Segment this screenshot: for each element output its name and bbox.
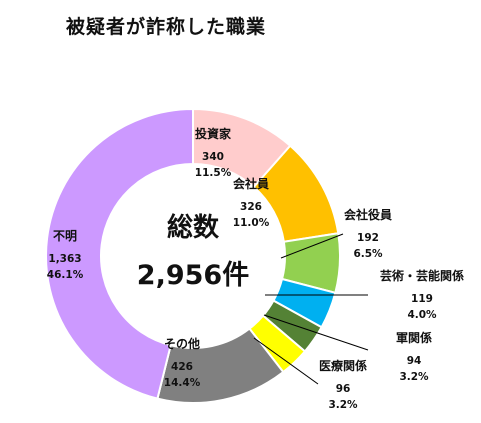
slice-value-5: 96 xyxy=(336,383,351,395)
slice-percent-0: 11.5% xyxy=(195,167,232,179)
chart-title: 被疑者が詐称した職業 xyxy=(66,16,267,38)
slice-value-7: 1,363 xyxy=(48,253,81,265)
leader-line-5 xyxy=(253,337,319,385)
leader-line-2 xyxy=(280,233,344,259)
leader-line-4 xyxy=(263,314,369,351)
donut-slices xyxy=(45,107,341,404)
slice-percent-2: 6.5% xyxy=(353,248,383,260)
center-total: 2,956件 xyxy=(137,260,249,291)
slice-label-7: 不明 xyxy=(53,229,77,243)
center-title: 総数 xyxy=(167,212,220,243)
slice-percent-1: 11.0% xyxy=(233,217,270,229)
slice-percent-7: 46.1% xyxy=(47,269,84,281)
slice-label-3: 芸術・芸能関係 xyxy=(380,268,464,283)
center-label: 総数 2,956件 xyxy=(137,212,249,291)
slice-value-4: 94 xyxy=(407,355,422,367)
slice-value-2: 192 xyxy=(357,232,379,244)
slice-label-5: 医療関係 xyxy=(319,358,367,373)
slice-value-0: 340 xyxy=(202,151,224,163)
slice-labels: 投資家 340 11.5%会社員 326 11.0% 会社役員 192 6.5% 芸術・芸能関係… xyxy=(47,126,464,411)
slice-label-6: その他 xyxy=(164,336,200,351)
leader-lines xyxy=(253,233,369,385)
slice-label-1: 会社員 xyxy=(233,176,269,191)
slice-percent-4: 3.2% xyxy=(399,371,429,383)
slice-percent-6: 14.4% xyxy=(164,377,201,389)
slice-label-4: 軍関係 xyxy=(396,330,432,345)
slice-percent-5: 3.2% xyxy=(328,399,358,411)
slice-label-2: 会社役員 xyxy=(344,207,392,222)
slice-7 xyxy=(45,107,194,400)
slice-value-1: 326 xyxy=(240,201,262,213)
slice-value-6: 426 xyxy=(171,361,193,373)
slice-label-0: 投資家 xyxy=(195,126,232,141)
slice-value-3: 119 xyxy=(411,293,433,305)
slice-percent-3: 4.0% xyxy=(407,309,437,321)
